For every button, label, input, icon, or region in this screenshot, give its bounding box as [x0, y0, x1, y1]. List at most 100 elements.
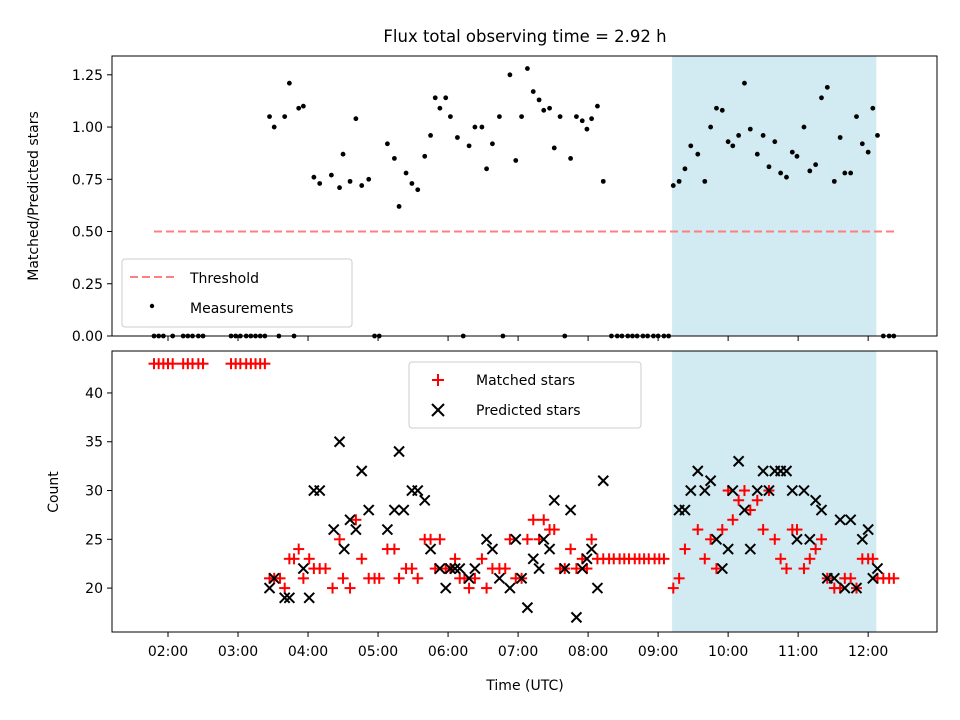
measurements-point — [807, 168, 813, 174]
measurements-point — [403, 170, 409, 176]
matched-stars-point — [320, 563, 332, 575]
measurements-point — [557, 114, 563, 119]
matched-stars-point — [757, 524, 769, 536]
x-tick-label: 04:00 — [288, 644, 328, 660]
predicted-stars-point — [388, 504, 401, 516]
measurements-point — [415, 187, 421, 193]
top-y-tick-label: 0.75 — [72, 172, 103, 188]
matched-stars-point — [274, 572, 286, 584]
measurements-point — [479, 124, 485, 130]
bottom-y-tick-label: 20 — [85, 581, 103, 597]
measurements-point — [589, 116, 594, 122]
measurements-point — [714, 105, 719, 111]
predicted-stars-point — [692, 465, 704, 477]
measurements-point — [391, 155, 397, 161]
measurements-point — [347, 178, 353, 184]
predicted-stars-point — [444, 562, 457, 575]
matched-stars-point — [476, 553, 488, 565]
predicted-stars-point — [424, 543, 437, 555]
bottom-y-tick-label: 35 — [85, 435, 103, 451]
predicted-stars-point — [412, 484, 424, 497]
matched-stars-point — [463, 582, 475, 594]
measurements-point — [676, 178, 682, 184]
matched-stars-point — [667, 582, 679, 594]
predicted-stars-point — [856, 533, 869, 546]
matched-stars-point — [699, 553, 711, 565]
matched-stars-point — [167, 358, 179, 370]
top-plot-frame — [111, 55, 938, 337]
matched-stars-point — [288, 553, 300, 565]
measurements-point — [432, 95, 438, 101]
matched-stars-point — [710, 563, 722, 575]
measurements-point — [340, 151, 346, 157]
measurements-point — [824, 84, 830, 90]
top-y-tick-label: 1.25 — [72, 68, 103, 84]
predicted-stars-point — [828, 572, 841, 585]
bottom-legend: Matched stars Predicted stars — [408, 361, 642, 429]
predicted-stars-point — [504, 582, 516, 594]
measurements-point — [794, 153, 800, 159]
measurements-point — [497, 114, 502, 119]
predicted-stars-point — [363, 504, 375, 516]
measurements-point — [801, 124, 807, 130]
top-legend-box — [121, 258, 353, 328]
predicted-stars-point — [576, 562, 588, 575]
predicted-stars-point — [757, 465, 769, 477]
measurements-point — [579, 118, 585, 124]
predicted-stars-point — [328, 523, 340, 536]
matched-stars-point — [673, 572, 685, 584]
predicted-stars-point — [744, 543, 757, 555]
measurements-point — [443, 95, 449, 101]
matched-stars-point — [548, 524, 560, 536]
top-y-tick-label: 0.25 — [72, 277, 103, 293]
predicted-stars-point — [809, 494, 822, 506]
predicted-stars-point — [591, 582, 604, 594]
matched-stars-point — [815, 533, 827, 545]
matched-stars-point — [293, 543, 305, 555]
predicted-stars-point — [393, 445, 405, 458]
measurements-point — [328, 172, 334, 178]
x-axis-label: Time (UTC) — [485, 678, 563, 694]
measurements-point — [766, 164, 772, 170]
measurements-point — [519, 114, 524, 119]
measurements-point — [595, 103, 600, 109]
predicted-stars-point — [871, 562, 884, 575]
matched-stars-point — [434, 533, 446, 545]
measurements-point — [831, 178, 837, 184]
matched-stars-point — [373, 572, 385, 584]
predicted-stars-point — [454, 562, 466, 575]
bottom-y-tick-label: 30 — [85, 484, 103, 500]
x-tick-label: 02:00 — [148, 644, 188, 660]
measurements-point — [296, 105, 302, 111]
predicted-stars-point — [510, 533, 522, 546]
predicted-stars-point — [493, 572, 506, 585]
top-y-axis: 0.00 0.25 0.50 0.75 1.00 1.25 — [72, 68, 112, 345]
measurements-point — [859, 141, 865, 147]
matched-stars-point — [769, 533, 781, 545]
measurements-point — [568, 155, 573, 161]
predicted-stars-point — [867, 572, 879, 585]
measurements-point — [384, 141, 390, 147]
measurements-point — [366, 176, 372, 182]
measurements-point — [271, 124, 277, 130]
predicted-stars-point — [862, 523, 874, 536]
measurements-point — [490, 141, 495, 147]
predicted-stars-point — [780, 465, 793, 477]
measurements-point — [875, 133, 880, 138]
predicted-stars-point — [585, 543, 598, 555]
matched-stars-point — [798, 563, 810, 575]
matched-stars-point — [791, 524, 803, 536]
predicted-stars-point — [732, 455, 745, 467]
predicted-stars-point — [538, 533, 550, 546]
predicted-stars-point — [844, 514, 857, 526]
bottom-legend-box — [408, 361, 642, 429]
measurements-point — [428, 133, 433, 138]
matched-stars-point — [570, 563, 582, 575]
measurements-point — [742, 80, 747, 86]
matched-stars-point — [658, 553, 670, 565]
matched-stars-point — [327, 582, 339, 594]
measurements-point — [525, 66, 530, 71]
matched-stars-point — [679, 543, 691, 555]
matched-stars-point — [344, 582, 356, 594]
legend-measurements-dot — [149, 303, 155, 309]
